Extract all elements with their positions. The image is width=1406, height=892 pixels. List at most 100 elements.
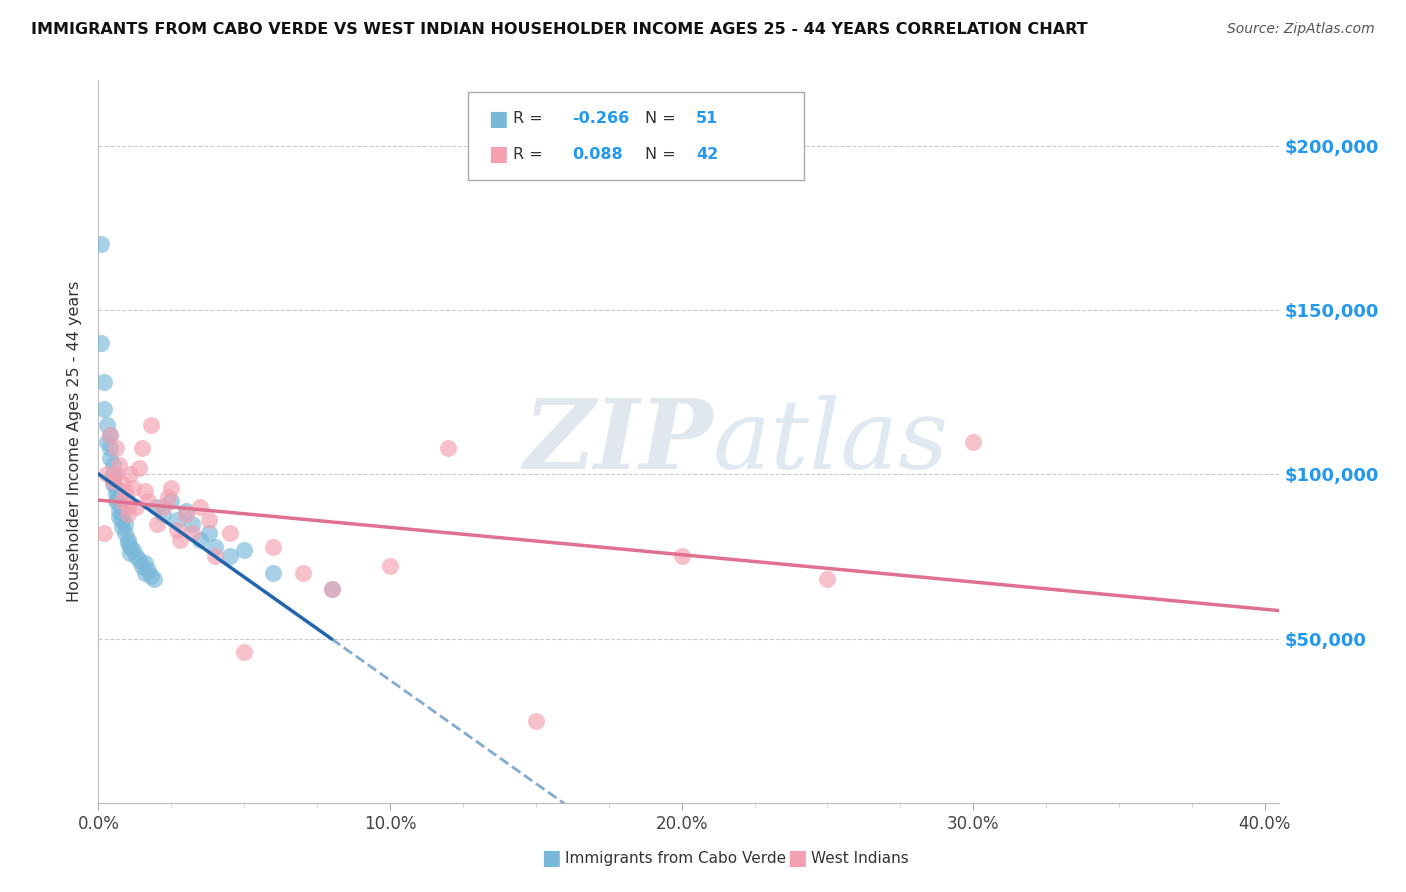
Point [136,563,159,577]
Point [98,428,121,442]
Text: 0.088: 0.088 [572,147,623,161]
Text: West Indians: West Indians [811,851,910,865]
Point [233,542,256,557]
Point [96,467,118,482]
Text: ■: ■ [787,848,807,868]
Point [180,516,202,531]
Point [174,507,197,521]
Point [120,467,142,482]
Text: N =: N = [645,147,682,161]
Point [104,441,127,455]
Text: 51: 51 [696,112,718,126]
Point [117,536,139,550]
Point [134,566,156,580]
Point [108,491,131,505]
Point [128,460,150,475]
Text: ■: ■ [541,848,561,868]
Point [198,513,221,527]
Text: ■: ■ [488,109,508,128]
Point [117,500,139,515]
Point [90,336,112,351]
Text: -0.266: -0.266 [572,112,630,126]
Text: R =: R = [513,147,548,161]
Point [166,523,188,537]
Point [152,500,174,515]
Point [125,549,148,564]
Point [114,483,136,498]
Point [114,526,136,541]
Text: ZIP: ZIP [523,394,713,489]
Point [101,458,124,472]
Point [98,441,121,455]
Text: 42: 42 [696,147,718,161]
Text: atlas: atlas [713,394,949,489]
Point [180,526,202,541]
Point [152,507,174,521]
Point [111,493,134,508]
Point [174,503,197,517]
Point [190,500,212,515]
Point [93,526,115,541]
Point [131,441,153,455]
Point [117,533,139,547]
Point [108,458,131,472]
Point [136,493,159,508]
Point [111,507,134,521]
Point [104,487,127,501]
Point [108,497,131,511]
Point [108,503,131,517]
Point [101,474,124,488]
Point [101,471,124,485]
Point [437,441,460,455]
Point [114,516,136,531]
Point [90,237,112,252]
Point [204,540,226,554]
Point [98,450,121,465]
Point [145,516,167,531]
Point [120,546,142,560]
Point [134,556,156,570]
Point [204,549,226,564]
Point [166,513,188,527]
Point [139,569,162,583]
Point [291,566,314,580]
Point [120,540,142,554]
Text: IMMIGRANTS FROM CABO VERDE VS WEST INDIAN HOUSEHOLDER INCOME AGES 25 - 44 YEARS : IMMIGRANTS FROM CABO VERDE VS WEST INDIA… [31,22,1088,37]
Point [218,526,240,541]
Point [524,714,547,728]
Point [104,493,127,508]
Y-axis label: Householder Income Ages 25 - 44 years: Householder Income Ages 25 - 44 years [67,281,83,602]
Point [111,513,134,527]
Point [125,500,148,515]
Point [122,542,145,557]
Point [160,493,183,508]
Point [93,376,115,390]
Point [142,573,165,587]
Text: N =: N = [645,112,682,126]
Point [101,467,124,482]
Point [321,582,343,597]
Point [101,477,124,491]
Point [104,481,127,495]
Point [962,434,984,449]
Text: Source: ZipAtlas.com: Source: ZipAtlas.com [1227,22,1375,37]
Point [139,418,162,433]
Point [111,477,134,491]
Point [262,566,284,580]
Point [157,491,180,505]
Point [108,510,131,524]
Point [378,559,401,574]
Point [96,434,118,449]
Point [98,428,121,442]
Point [262,540,284,554]
Text: Immigrants from Cabo Verde: Immigrants from Cabo Verde [565,851,786,865]
Point [169,533,191,547]
Point [190,533,212,547]
Point [134,483,156,498]
Point [111,520,134,534]
Point [128,553,150,567]
Point [122,481,145,495]
Point [671,549,693,564]
Text: ■: ■ [488,145,508,164]
Point [321,582,343,597]
